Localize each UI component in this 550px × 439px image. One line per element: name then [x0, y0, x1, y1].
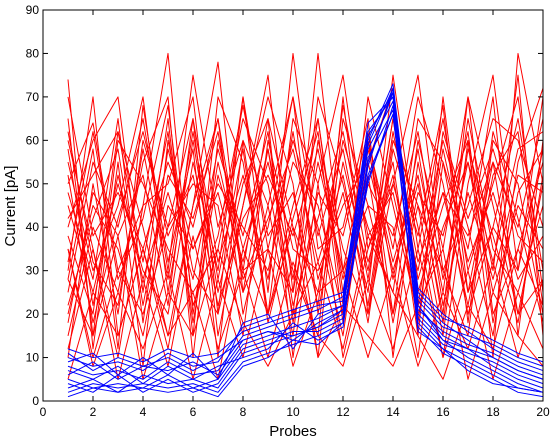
series-line-32 — [67, 113, 544, 393]
tick-layer: 0 2 4 6 8 10 12 14 16 18 20 0 10 20 30 40 50 60 70 80 90 — [26, 3, 550, 419]
y-tick-label-0: 0 — [32, 394, 39, 408]
series-line-5 — [67, 74, 544, 315]
y-tick-label-70: 70 — [26, 90, 40, 104]
x-tick-label-20: 20 — [536, 405, 550, 419]
series-line-39 — [67, 113, 544, 398]
series-line-31 — [67, 83, 544, 380]
series-line-40 — [67, 87, 544, 380]
y-tick-label-40: 40 — [26, 220, 40, 234]
series-layer — [67, 52, 544, 398]
y-tick-label-50: 50 — [26, 177, 40, 191]
y-tick-label-90: 90 — [26, 3, 40, 17]
series-line-30 — [67, 92, 544, 393]
series-line-25 — [67, 235, 544, 380]
series-line-24 — [67, 131, 544, 324]
x-tick-label-8: 8 — [240, 405, 247, 419]
x-tick-label-0: 0 — [40, 405, 47, 419]
x-tick-label-16: 16 — [436, 405, 450, 419]
series-line-8 — [67, 96, 544, 337]
x-tick-label-12: 12 — [336, 405, 350, 419]
y-tick-label-30: 30 — [26, 264, 40, 278]
y-tick-label-80: 80 — [26, 46, 40, 60]
x-tick-label-10: 10 — [286, 405, 300, 419]
series-line-20 — [67, 105, 544, 306]
series-line-26 — [67, 248, 544, 380]
series-line-27 — [67, 226, 544, 380]
x-tick-label-4: 4 — [140, 405, 147, 419]
series-line-16 — [67, 96, 544, 359]
y-tick-label-60: 60 — [26, 133, 40, 147]
series-line-21 — [67, 131, 544, 324]
series-line-23 — [67, 131, 544, 324]
series-line-33 — [67, 96, 544, 372]
x-tick-label-14: 14 — [386, 405, 400, 419]
series-line-36 — [67, 96, 544, 367]
x-axis-title: Probes — [269, 423, 317, 439]
series-line-3 — [67, 52, 544, 337]
x-tick-label-18: 18 — [486, 405, 500, 419]
x-tick-label-6: 6 — [190, 405, 197, 419]
x-tick-label-2: 2 — [90, 405, 97, 419]
y-tick-label-20: 20 — [26, 307, 40, 321]
y-tick-label-10: 10 — [26, 351, 40, 365]
y-axis-title: Current [pA] — [2, 166, 19, 247]
